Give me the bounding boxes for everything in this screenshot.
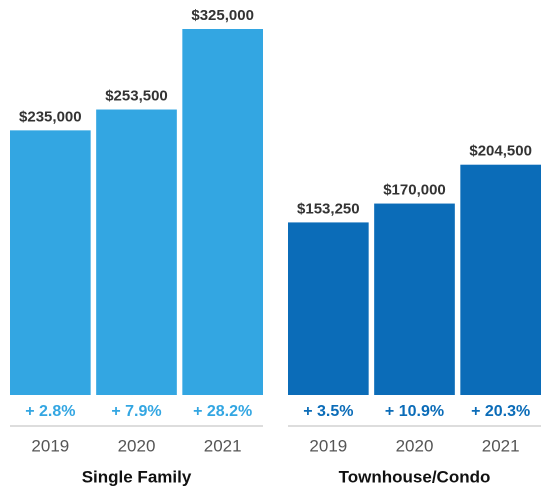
change-label: + 10.9% (385, 403, 444, 420)
change-label: + 20.3% (471, 403, 530, 420)
bar (182, 29, 263, 395)
bar (374, 203, 455, 395)
x-tick-label: 2019 (31, 436, 69, 455)
x-tick-label: 2020 (396, 436, 434, 455)
bar (10, 130, 91, 395)
change-label: + 7.9% (111, 403, 161, 420)
x-tick-label: 2019 (309, 436, 347, 455)
value-label: $204,500 (469, 143, 532, 160)
value-label: $153,250 (297, 200, 360, 217)
x-tick-label: 2020 (118, 436, 156, 455)
group-label: Townhouse/Condo (339, 467, 491, 486)
change-label: + 2.8% (25, 403, 75, 420)
bar (288, 222, 369, 395)
value-label: $170,000 (383, 182, 446, 199)
bar (96, 109, 177, 396)
change-label: + 3.5% (303, 403, 353, 420)
change-label: + 28.2% (193, 403, 252, 420)
group-label: Single Family (82, 467, 192, 486)
bar (460, 164, 541, 395)
x-tick-label: 2021 (204, 436, 242, 455)
value-label: $325,000 (191, 7, 254, 24)
value-label: $235,000 (19, 108, 82, 125)
x-tick-label: 2021 (482, 436, 520, 455)
value-label: $253,500 (105, 87, 168, 104)
